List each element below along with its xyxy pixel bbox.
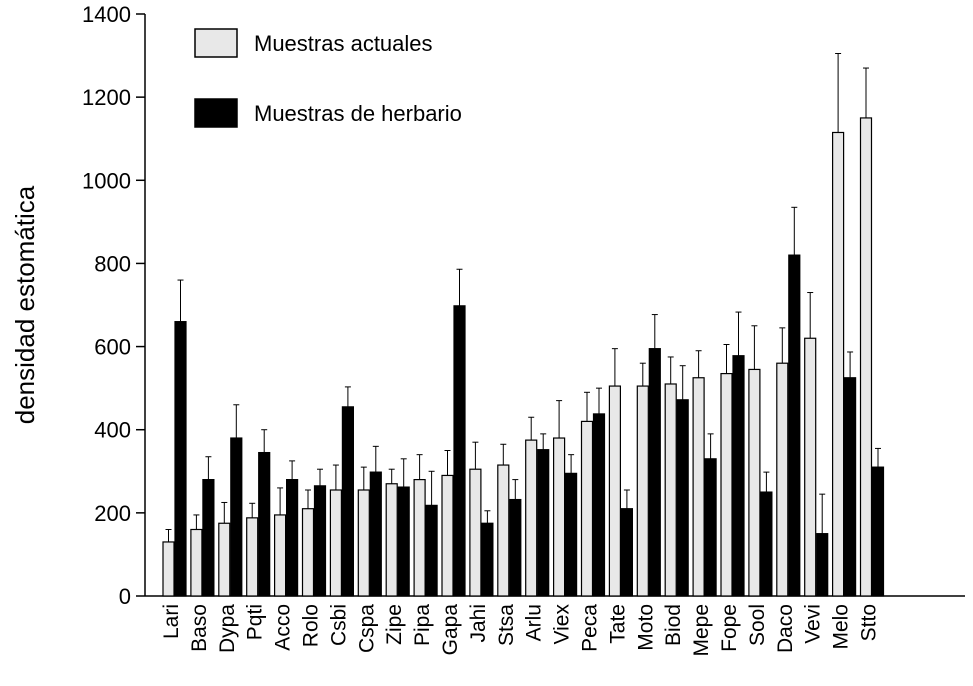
- bar-actuales-stsa: [497, 464, 510, 597]
- bar-actuales-fope: [720, 372, 733, 597]
- x-tick-label-viex: Viex: [551, 604, 574, 645]
- x-tick-label-fope: Fope: [718, 604, 741, 652]
- x-tick-label-jahi: Jahi: [467, 604, 490, 643]
- error-bars: [165, 52, 881, 542]
- bar-actuales-jahi: [469, 468, 482, 597]
- bar-herbario-melo: [843, 377, 857, 597]
- legend-label-actuales: Muestras actuales: [254, 31, 433, 56]
- x-tick-label-moto: Moto: [634, 604, 657, 651]
- bar-actuales-sool: [748, 368, 761, 597]
- x-tick-label-tate: Tate: [606, 604, 629, 644]
- x-tick-label-peca: Peca: [579, 604, 602, 652]
- bar-herbario-csbi: [341, 406, 354, 597]
- bar-actuales-acco: [274, 514, 287, 597]
- x-tick-label-pqti: Pqti: [244, 604, 267, 640]
- bar-actuales-moto: [636, 385, 649, 597]
- x-tick-label-mepe: Mepe: [690, 604, 713, 657]
- legend-swatch-herbario: [194, 98, 238, 128]
- y-tick-label: 400: [94, 418, 131, 443]
- bars: [162, 117, 885, 597]
- bar-herbario-jahi: [481, 522, 494, 597]
- bar-herbario-pqti: [258, 451, 271, 597]
- bar-herbario-pipa: [425, 504, 438, 597]
- bar-herbario-dypa: [230, 437, 243, 597]
- bar-herbario-fope: [732, 355, 745, 597]
- bar-actuales-mepe: [692, 377, 705, 597]
- y-tick-label: 200: [94, 501, 131, 526]
- bar-actuales-peca: [580, 420, 594, 597]
- bar-herbario-lari: [174, 321, 187, 597]
- bar-herbario-daco: [788, 254, 801, 597]
- bar-actuales-vevi: [804, 337, 817, 597]
- bar-actuales-gapa: [441, 474, 454, 597]
- x-tick-label-stsa: Stsa: [495, 604, 518, 646]
- x-tick-label-acco: Acco: [272, 604, 295, 651]
- bar-actuales-dypa: [218, 522, 231, 597]
- y-tick-label: 1400: [82, 2, 131, 27]
- bar-actuales-cspa: [357, 489, 370, 597]
- x-tick-label-dypa: Dypa: [216, 604, 239, 653]
- bar-actuales-lari: [162, 541, 175, 597]
- bar-actuales-viex: [552, 437, 566, 597]
- bar-actuales-arlu: [525, 439, 538, 597]
- x-tick-label-rolo: Rolo: [300, 604, 323, 647]
- bar-herbario-viex: [564, 472, 578, 597]
- x-tick-label-cspa: Cspa: [355, 604, 378, 653]
- x-tick-label-stto: Stto: [858, 604, 881, 641]
- x-tick-label-vevi: Vevi: [802, 604, 825, 644]
- bar-actuales-daco: [776, 362, 789, 597]
- y-ticks: 0 200 400 600 800 1000 1200 1400: [82, 2, 145, 609]
- x-tick-label-pipa: Pipa: [411, 604, 434, 646]
- bar-herbario-stsa: [509, 498, 522, 597]
- legend-swatch-actuales: [194, 28, 238, 58]
- bar-actuales-biod: [664, 383, 677, 597]
- x-tick-label-arlu: Arlu: [523, 604, 546, 641]
- x-tick-label-sool: Sool: [746, 604, 769, 646]
- x-tick-label-zipe: Zipe: [383, 604, 406, 645]
- bar-herbario-cspa: [369, 471, 382, 597]
- legend-label-herbario: Muestras de herbario: [254, 101, 462, 126]
- y-tick-label: 800: [94, 251, 131, 276]
- legend: Muestras actuales Muestras de herbario: [194, 28, 462, 128]
- bar-actuales-pipa: [413, 479, 426, 597]
- bar-herbario-rolo: [313, 485, 327, 597]
- y-tick-label: 1000: [82, 168, 131, 193]
- x-tick-labels: Lari Baso Dypa Pqti Acco Rolo Csbi Cspa Zipe Pipa…: [160, 604, 881, 657]
- x-tick-label-biod: Biod: [662, 604, 685, 646]
- x-tick-label-gapa: Gapa: [439, 604, 462, 656]
- x-tick-label-lari: Lari: [160, 604, 183, 639]
- x-tick-label-csbi: Csbi: [327, 604, 350, 646]
- bar-herbario-gapa: [453, 305, 466, 597]
- bar-actuales-pqti: [246, 517, 259, 597]
- x-tick-label-daco: Daco: [774, 604, 797, 653]
- bar-actuales-zipe: [385, 483, 398, 597]
- bar-herbario-peca: [592, 413, 606, 597]
- bar-actuales-melo: [831, 131, 845, 597]
- bar-herbario-mepe: [704, 458, 717, 597]
- bar-actuales-baso: [190, 528, 203, 597]
- y-tick-label: 600: [94, 335, 131, 360]
- bar-herbario-moto: [648, 348, 661, 597]
- bar-actuales-tate: [608, 385, 622, 597]
- bar-herbario-sool: [760, 491, 773, 597]
- bar-herbario-baso: [202, 479, 215, 597]
- bar-herbario-acco: [286, 479, 299, 597]
- y-tick-label: 1200: [82, 85, 131, 110]
- bar-actuales-stto: [859, 117, 873, 597]
- bar-herbario-arlu: [537, 449, 550, 597]
- x-tick-label-baso: Baso: [188, 604, 211, 652]
- bar-herbario-tate: [620, 508, 634, 597]
- bar-herbario-stto: [871, 466, 885, 597]
- x-tick-label-melo: Melo: [830, 604, 853, 650]
- y-tick-label: 0: [119, 584, 131, 609]
- y-axis-title: densidad estomática: [10, 185, 40, 424]
- bar-herbario-vevi: [816, 533, 829, 597]
- bar-herbario-biod: [676, 399, 689, 597]
- bar-actuales-csbi: [329, 489, 342, 597]
- bar-herbario-zipe: [397, 486, 410, 597]
- bar-actuales-rolo: [301, 508, 315, 597]
